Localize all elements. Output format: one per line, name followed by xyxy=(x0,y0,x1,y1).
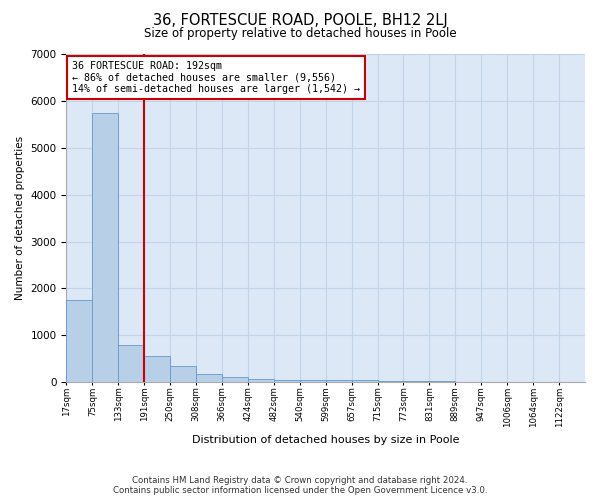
Text: Contains HM Land Registry data © Crown copyright and database right 2024.
Contai: Contains HM Land Registry data © Crown c… xyxy=(113,476,487,495)
Bar xyxy=(170,366,196,382)
Bar xyxy=(300,380,326,382)
Bar xyxy=(326,380,352,382)
Bar xyxy=(144,356,170,382)
X-axis label: Distribution of detached houses by size in Poole: Distribution of detached houses by size … xyxy=(192,435,460,445)
Bar xyxy=(92,112,118,382)
Bar xyxy=(274,380,300,382)
Bar xyxy=(403,381,430,382)
Bar xyxy=(377,381,403,382)
Bar xyxy=(248,378,274,382)
Bar xyxy=(118,344,144,382)
Text: 36, FORTESCUE ROAD, POOLE, BH12 2LJ: 36, FORTESCUE ROAD, POOLE, BH12 2LJ xyxy=(152,12,448,28)
Bar xyxy=(67,300,92,382)
Y-axis label: Number of detached properties: Number of detached properties xyxy=(15,136,25,300)
Text: 36 FORTESCUE ROAD: 192sqm
← 86% of detached houses are smaller (9,556)
14% of se: 36 FORTESCUE ROAD: 192sqm ← 86% of detac… xyxy=(71,60,359,94)
Bar xyxy=(196,374,222,382)
Text: Size of property relative to detached houses in Poole: Size of property relative to detached ho… xyxy=(143,28,457,40)
Bar xyxy=(222,378,248,382)
Bar xyxy=(352,380,377,382)
